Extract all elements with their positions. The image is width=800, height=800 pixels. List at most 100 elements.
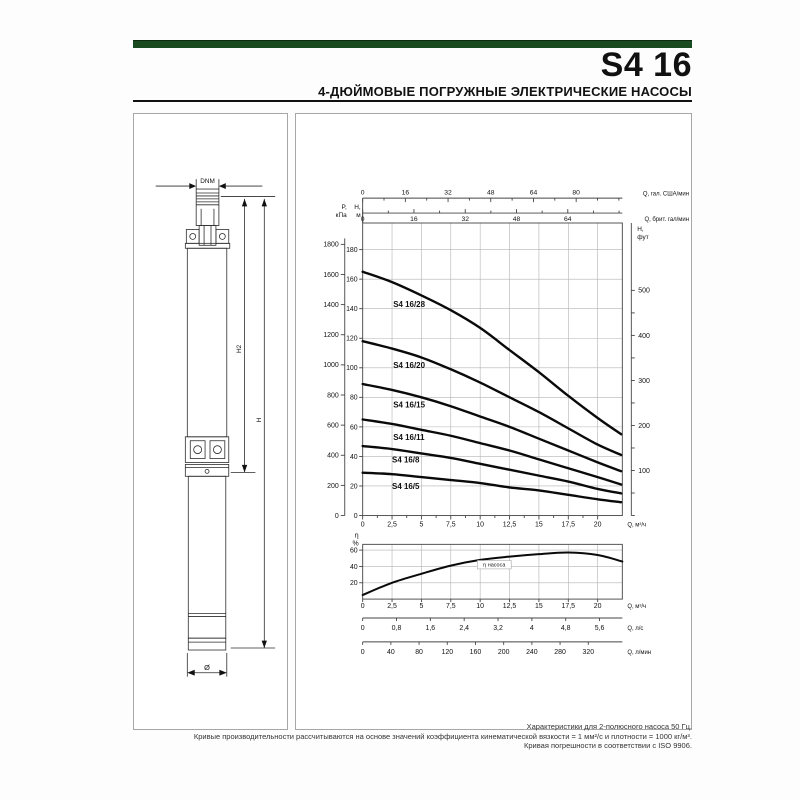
footer-line: Характеристики для 2-полюсного насоса 50… bbox=[526, 722, 692, 731]
dim-label-dnm: DNM bbox=[200, 178, 215, 185]
header-rule bbox=[133, 100, 692, 102]
dimension-arrowheads bbox=[187, 183, 267, 676]
axis-unit-label: H, bbox=[637, 226, 644, 233]
tick-label: 7,5 bbox=[446, 521, 456, 528]
header-accent-bar bbox=[133, 40, 692, 48]
tick-label: 2,5 bbox=[387, 603, 397, 610]
tick-label: 0 bbox=[354, 513, 358, 520]
tick-label: 20 bbox=[350, 483, 358, 490]
axis-unit-label: Q, м³/ч bbox=[627, 604, 646, 610]
axis-unit-label: Q, гал. США/мин bbox=[643, 192, 689, 198]
tick-label: 4 bbox=[530, 625, 534, 632]
tick-label: 1800 bbox=[323, 242, 339, 249]
curve-label: S4 16/8 bbox=[392, 455, 420, 464]
pump-curve bbox=[361, 340, 623, 457]
tick-label: 5,6 bbox=[595, 625, 605, 632]
tick-label: 120 bbox=[346, 336, 358, 343]
tick-label: 0 bbox=[361, 649, 365, 656]
pump-curve bbox=[361, 270, 623, 436]
tick-label: 64 bbox=[530, 190, 538, 197]
footer-line: Кривые производительности рассчитываются… bbox=[193, 731, 692, 741]
chart-axes bbox=[340, 197, 635, 645]
tick-label: 4,8 bbox=[561, 625, 571, 632]
axis-unit-label: % bbox=[352, 540, 358, 547]
tick-label: 10 bbox=[476, 521, 484, 528]
dim-label-h2: H2 bbox=[236, 344, 243, 353]
tick-label: 7,5 bbox=[446, 603, 456, 610]
tick-label: 240 bbox=[526, 649, 538, 656]
tick-label: 10 bbox=[476, 603, 484, 610]
tick-label: 1000 bbox=[323, 362, 339, 369]
tick-label: 20 bbox=[350, 580, 358, 587]
pump-curve bbox=[361, 418, 623, 486]
tick-label: 400 bbox=[327, 453, 339, 460]
tick-label: 20 bbox=[594, 521, 602, 528]
axis-unit-label: Q, брит. гал/мин bbox=[644, 217, 689, 223]
tick-label: 160 bbox=[470, 649, 482, 656]
tick-label: 160 bbox=[346, 277, 358, 284]
tick-label: 100 bbox=[638, 468, 650, 475]
dim-label-h: H bbox=[256, 417, 263, 422]
tick-label: 1,6 bbox=[426, 625, 436, 632]
performance-charts-panel: 0 16 32 48 64 80 Q, гал. США/мин 0 16 32 48 64 Q, бр… bbox=[295, 113, 692, 730]
tick-label: 12,5 bbox=[503, 521, 517, 528]
tick-label: 0 bbox=[361, 216, 365, 223]
tick-label: 20 bbox=[594, 603, 602, 610]
curve-label: S4 16/15 bbox=[393, 401, 425, 410]
axis-unit-label: Q, м³/ч bbox=[627, 522, 646, 528]
axis-unit-label: η bbox=[355, 532, 359, 539]
tick-label: 17,5 bbox=[562, 521, 576, 528]
tick-label: 15 bbox=[535, 603, 543, 610]
pump-curve bbox=[361, 382, 623, 473]
chart-text: 0 16 32 48 64 80 Q, гал. США/мин 0 16 32 48 64 Q, бр… bbox=[323, 190, 689, 656]
tick-label: 1200 bbox=[323, 332, 339, 339]
tick-label: 180 bbox=[346, 247, 358, 254]
efficiency-curve bbox=[361, 551, 624, 597]
tick-label: 80 bbox=[415, 649, 423, 656]
tick-label: 0 bbox=[361, 625, 365, 632]
tick-label: 16 bbox=[410, 216, 418, 223]
page-title: S4 16 bbox=[600, 46, 692, 84]
footer-note: Характеристики для 2-полюсного насоса 50… bbox=[132, 722, 692, 751]
tick-label: 5 bbox=[419, 603, 423, 610]
tick-label: 120 bbox=[441, 649, 453, 656]
tick-label: 40 bbox=[350, 564, 358, 571]
tick-label: 0 bbox=[361, 603, 365, 610]
axis-unit-label: Q, л/с bbox=[627, 626, 643, 632]
axis-unit-label: P, bbox=[341, 204, 346, 211]
dim-label-diameter: Ø bbox=[204, 663, 210, 672]
tick-label: 2,5 bbox=[387, 521, 397, 528]
pump-curve bbox=[361, 471, 623, 504]
axis-unit-label: Q, л/мин bbox=[627, 650, 651, 656]
axis-unit-label: кПа bbox=[336, 212, 347, 219]
chart-grid bbox=[362, 223, 623, 600]
tick-label: 200 bbox=[327, 483, 339, 490]
tick-label: 32 bbox=[461, 216, 469, 223]
tick-label: 300 bbox=[638, 378, 650, 385]
tick-label: 12,5 bbox=[503, 603, 517, 610]
tick-label: 800 bbox=[327, 392, 339, 399]
curve-label: S4 16/28 bbox=[393, 300, 425, 309]
tick-label: 3,2 bbox=[493, 625, 503, 632]
tick-label: 48 bbox=[513, 216, 521, 223]
tick-label: 64 bbox=[564, 216, 572, 223]
tick-label: 320 bbox=[582, 649, 594, 656]
page-subtitle: 4-ДЮЙМОВЫЕ ПОГРУЖНЫЕ ЭЛЕКТРИЧЕСКИЕ НАСОС… bbox=[318, 84, 692, 99]
axis-unit-label: фут bbox=[637, 234, 648, 241]
tick-label: 48 bbox=[487, 190, 495, 197]
pump-drawing-panel: DNM H2 H Ø bbox=[133, 113, 288, 730]
tick-label: 80 bbox=[572, 190, 580, 197]
tick-label: 500 bbox=[638, 288, 650, 295]
pump-outline bbox=[155, 179, 276, 677]
pump-curve bbox=[361, 444, 623, 495]
tick-label: 40 bbox=[387, 649, 395, 656]
tick-label: 15 bbox=[535, 521, 543, 528]
tick-label: 0 bbox=[361, 521, 365, 528]
axis-unit-label: м bbox=[356, 212, 360, 219]
footer-line: Кривая погрешности в соответствии с ISO … bbox=[524, 741, 692, 751]
curve-label: η насоса bbox=[483, 562, 506, 568]
tick-label: 16 bbox=[402, 190, 410, 197]
pump-curves bbox=[361, 270, 624, 597]
tick-label: 280 bbox=[554, 649, 566, 656]
tick-label: 1600 bbox=[323, 272, 339, 279]
